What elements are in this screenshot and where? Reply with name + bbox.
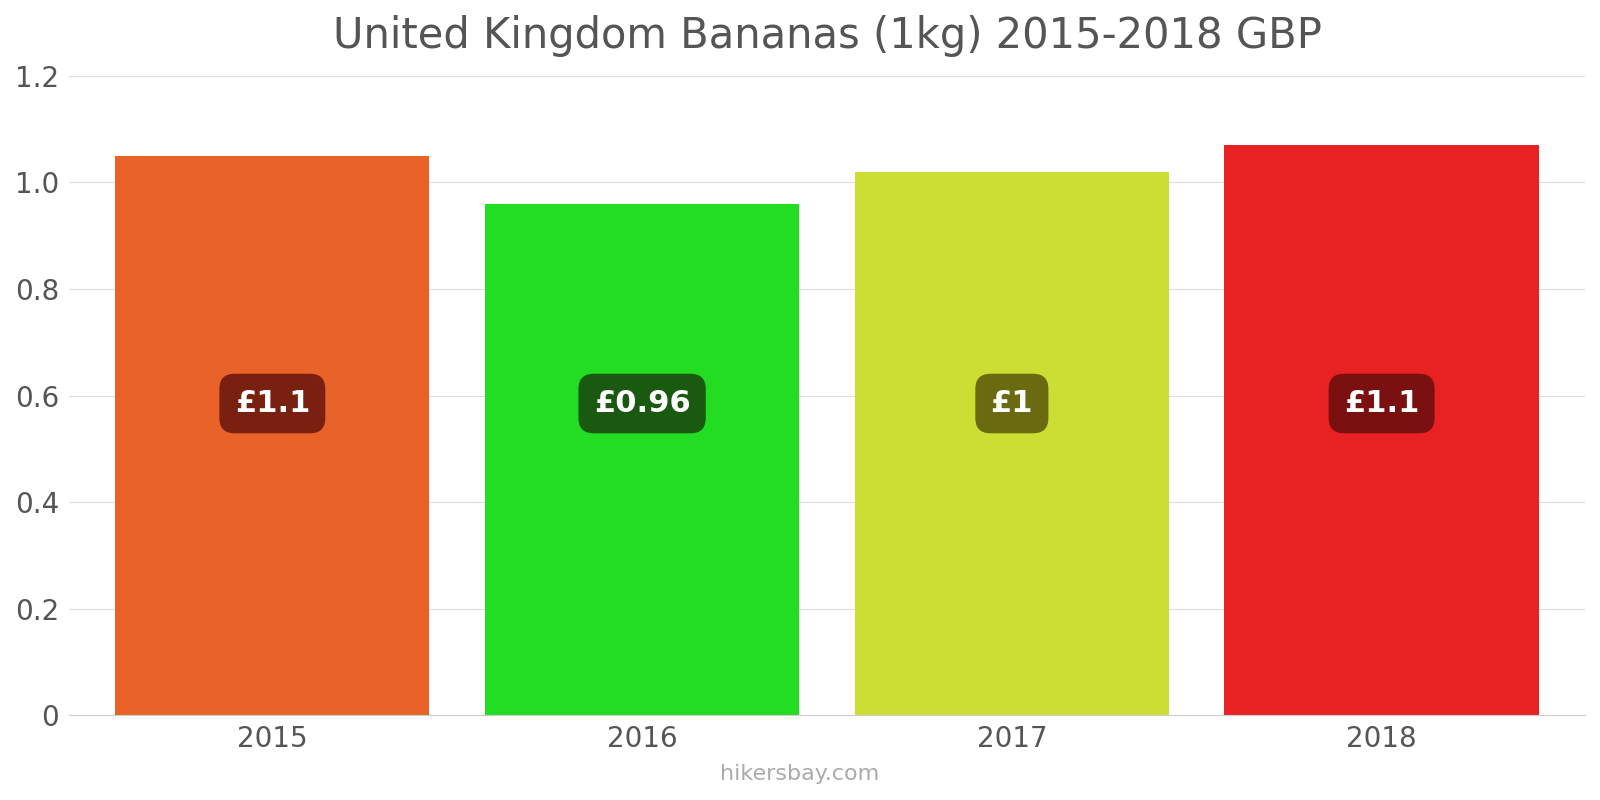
Text: £0.96: £0.96 [594,389,691,418]
Bar [854,172,1170,715]
Bar [1224,145,1539,715]
Bar [115,156,429,715]
Text: hikersbay.com: hikersbay.com [720,764,880,784]
Title: United Kingdom Bananas (1kg) 2015-2018 GBP: United Kingdom Bananas (1kg) 2015-2018 G… [333,15,1322,57]
Text: £1: £1 [990,389,1034,418]
Text: £1.1: £1.1 [235,389,310,418]
Text: £1.1: £1.1 [1344,389,1419,418]
Bar [485,204,800,715]
